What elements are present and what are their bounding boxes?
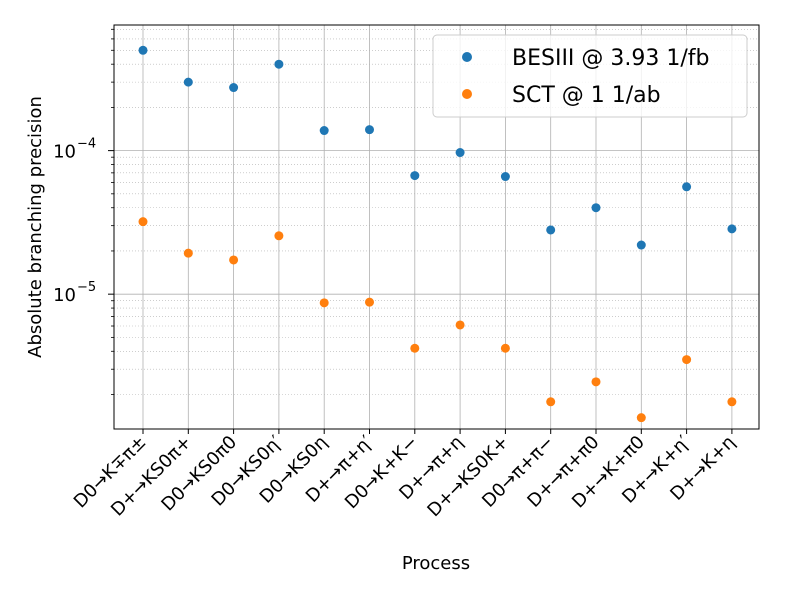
y-tick-label: 10 bbox=[53, 142, 76, 163]
sct-point bbox=[319, 298, 329, 308]
besiii-point bbox=[274, 59, 284, 69]
legend-marker-besiii bbox=[462, 52, 472, 62]
sct-point bbox=[455, 320, 465, 330]
legend: BESIII @ 3.93 1/fb SCT @ 1 1/ab bbox=[432, 34, 748, 118]
besiii-point bbox=[455, 148, 465, 158]
sct-point bbox=[410, 343, 420, 353]
besiii-point bbox=[546, 225, 556, 235]
sct-point bbox=[546, 397, 556, 407]
sct-point bbox=[500, 343, 510, 353]
legend-label-sct: SCT @ 1 1/ab bbox=[512, 83, 661, 108]
besiii-point bbox=[682, 182, 692, 192]
besiii-point bbox=[365, 125, 374, 135]
sct-point bbox=[138, 217, 148, 227]
besiii-point bbox=[727, 224, 737, 234]
sct-point bbox=[636, 413, 646, 423]
y-tick-label: 10 bbox=[53, 285, 76, 306]
sct-point bbox=[229, 255, 239, 265]
x-axis-label: Process bbox=[402, 553, 470, 574]
data-points bbox=[138, 45, 737, 423]
sct-point bbox=[682, 355, 692, 365]
y-tick-exponent: −5 bbox=[77, 280, 96, 295]
besiii-point bbox=[500, 172, 510, 182]
besiii-point bbox=[636, 240, 646, 250]
sct-point bbox=[591, 377, 601, 387]
besiii-point bbox=[319, 126, 329, 136]
y-axis-label: Absolute branching precision bbox=[25, 96, 46, 358]
sct-point bbox=[274, 231, 284, 241]
besiii-point bbox=[229, 83, 239, 93]
legend-box bbox=[432, 34, 748, 118]
legend-marker-sct bbox=[462, 89, 472, 99]
besiii-point bbox=[591, 203, 601, 213]
sct-point bbox=[365, 297, 374, 307]
y-tick-exponent: −4 bbox=[77, 137, 96, 152]
besiii-point bbox=[410, 171, 420, 181]
plot-frame bbox=[113, 24, 760, 430]
besiii-point bbox=[138, 45, 148, 55]
sct-point bbox=[727, 397, 737, 407]
legend-label-besiii: BESIII @ 3.93 1/fb bbox=[512, 46, 710, 71]
besiii-point bbox=[183, 77, 193, 87]
sct-point bbox=[183, 248, 193, 258]
